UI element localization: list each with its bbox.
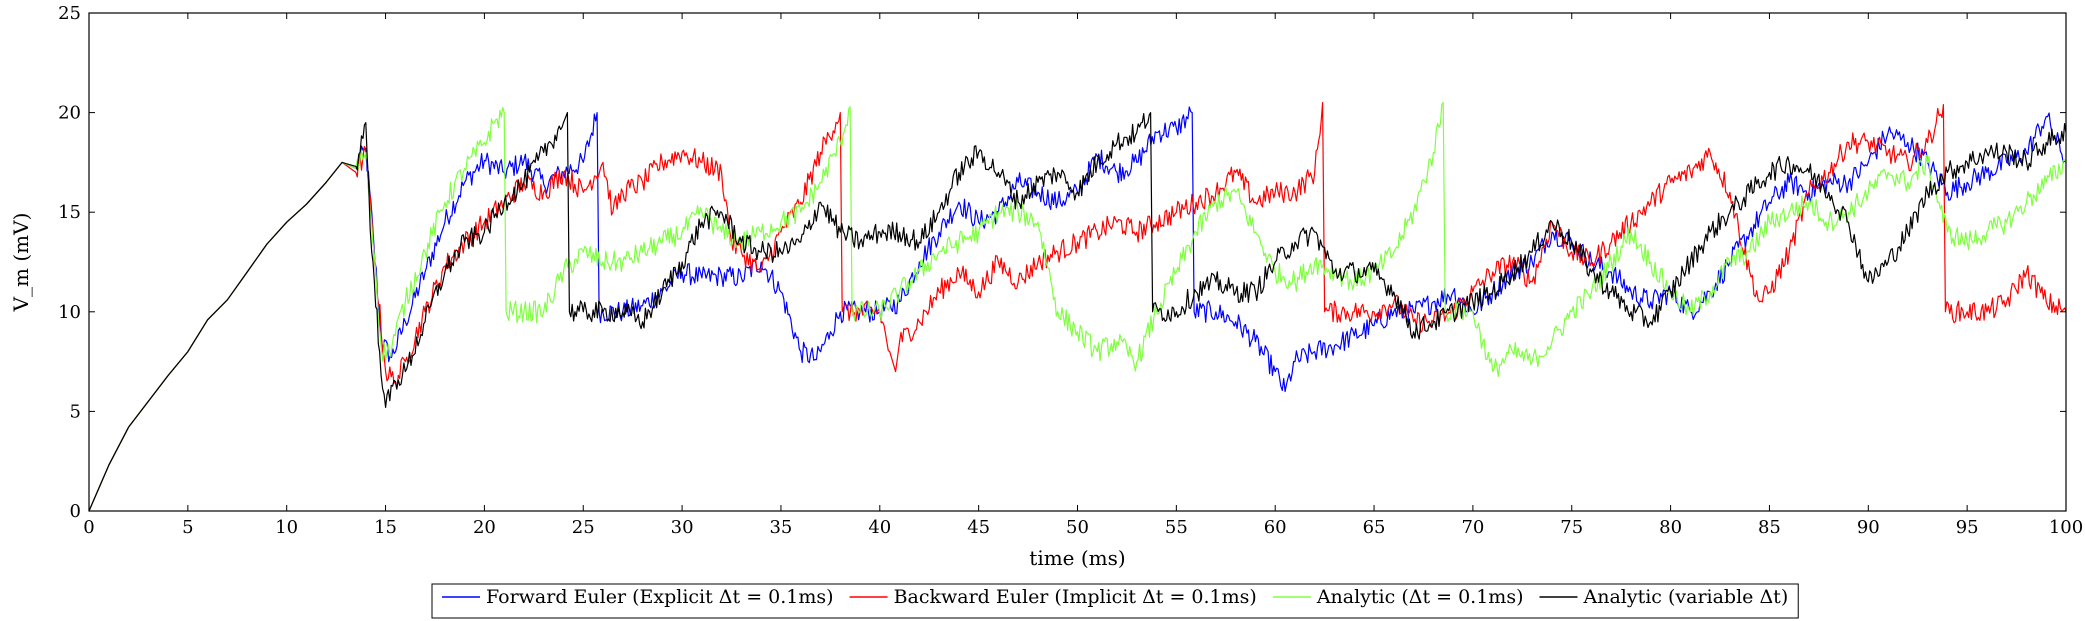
x-tick-label: 85 — [1758, 517, 1781, 538]
x-tick-label: 55 — [1165, 517, 1188, 538]
x-tick-label: 40 — [868, 517, 891, 538]
legend-box — [431, 583, 1799, 619]
legend-label-3: Analytic (Δt = 0.1ms) — [1316, 586, 1524, 608]
x-tick-label: 30 — [671, 517, 694, 538]
series-line-2 — [88, 102, 2067, 512]
y-tick-label: 10 — [58, 302, 81, 323]
x-tick-label: 90 — [1857, 517, 1880, 538]
x-tick-label: 80 — [1659, 517, 1682, 538]
x-tick-label: 70 — [1461, 517, 1484, 538]
legend-label-1: Forward Euler (Explicit Δt = 0.1ms) — [486, 586, 834, 608]
series-line-1 — [88, 106, 2067, 512]
x-tick-label: 50 — [1066, 517, 1089, 538]
x-tick-label: 75 — [1560, 517, 1583, 538]
x-tick-label: 10 — [275, 517, 298, 538]
y-tick-label: 15 — [58, 202, 81, 223]
x-tick-label: 20 — [473, 517, 496, 538]
x-tick-label: 0 — [83, 517, 94, 538]
series-line-4 — [88, 112, 2067, 512]
y-tick-label: 0 — [70, 501, 81, 522]
x-axis-title: time (ms) — [1029, 546, 1125, 570]
ticks-layer: 0 5 10 15 20 25 30 35 40 45 50 55 60 65 70 75 80 85 90 95 10… — [58, 3, 2083, 538]
y-tick-label: 25 — [58, 3, 81, 24]
series-line-3 — [88, 102, 2067, 512]
axis-titles: time (ms) V_m (mV) — [9, 213, 1126, 570]
y-axis-title: V_m (mV) — [9, 213, 33, 313]
legend: Forward Euler (Explicit Δt = 0.1ms) Backw… — [431, 583, 1799, 619]
x-tick-label: 95 — [1956, 517, 1979, 538]
series-layer — [88, 102, 2067, 512]
legend-label-2: Backward Euler (Implicit Δt = 0.1ms) — [894, 586, 1257, 608]
plot-frame — [88, 12, 2067, 512]
y-tick-label: 5 — [70, 401, 81, 422]
x-tick-label: 45 — [967, 517, 990, 538]
x-tick-label: 35 — [769, 517, 792, 538]
x-tick-label: 65 — [1363, 517, 1386, 538]
x-tick-label: 15 — [374, 517, 397, 538]
x-tick-label: 5 — [182, 517, 193, 538]
x-tick-label: 25 — [572, 517, 595, 538]
x-tick-label: 60 — [1264, 517, 1287, 538]
x-tick-label: 100 — [2049, 517, 2083, 538]
y-tick-label: 20 — [58, 103, 81, 124]
legend-label-4: Analytic (variable Δt) — [1582, 586, 1788, 608]
